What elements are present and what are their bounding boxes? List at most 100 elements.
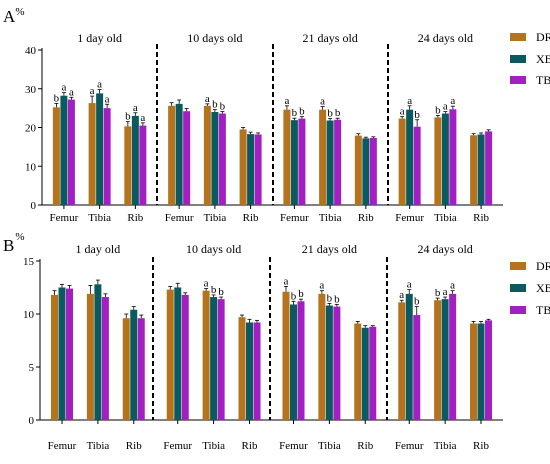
bar-tb xyxy=(137,318,145,420)
significance-letter: b xyxy=(299,106,305,118)
legend-swatch-xb xyxy=(510,284,526,292)
bar-tb xyxy=(65,288,73,420)
group-title: 1 day old xyxy=(76,242,121,256)
bar-tb xyxy=(334,119,342,205)
bar-tb xyxy=(449,109,457,205)
bar-xb xyxy=(441,113,449,205)
significance-letter: a xyxy=(61,82,66,94)
group-title: 24 days old xyxy=(417,242,472,256)
group-title: 10 days old xyxy=(186,242,241,256)
bar-tb xyxy=(253,322,261,420)
x-tick-label: Rib xyxy=(473,212,489,224)
significance-letter: a xyxy=(90,85,95,97)
x-tick-label: Tibia xyxy=(318,440,341,452)
significance-letter: b xyxy=(212,99,218,111)
significance-letter: b xyxy=(414,109,420,121)
bar-tb xyxy=(103,108,111,205)
y-tick-label: 0 xyxy=(29,415,35,427)
legend-swatch-xb xyxy=(510,55,526,63)
bar-tb xyxy=(297,301,305,420)
x-tick-label: Tibia xyxy=(434,212,457,224)
y-axis-label: % xyxy=(15,6,24,18)
legend-label-dr: DR xyxy=(536,259,550,273)
y-tick-label: 10 xyxy=(25,161,37,173)
bar-xb xyxy=(441,299,449,420)
bar-dr xyxy=(470,323,478,420)
bar-dr xyxy=(354,323,362,420)
legend: DR XB TB xyxy=(510,259,550,317)
y-axis-label: % xyxy=(15,231,24,243)
x-tick-label: Tibia xyxy=(434,440,457,452)
bar-dr xyxy=(86,293,94,420)
bar-dr xyxy=(52,107,60,205)
legend-label-dr: DR xyxy=(536,30,550,44)
bar-dr xyxy=(434,300,442,420)
significance-letter: a xyxy=(319,280,324,292)
legend-swatch-tb xyxy=(510,76,526,84)
bar-tb xyxy=(449,293,457,420)
legend-swatch-tb xyxy=(510,306,526,314)
x-tick-label: Tibia xyxy=(319,212,342,224)
significance-letter: a xyxy=(443,286,448,298)
x-tick-label: Rib xyxy=(358,212,374,224)
group-title: 10 days old xyxy=(187,31,242,45)
bar-tb xyxy=(413,126,421,205)
significance-letter: b xyxy=(220,101,226,113)
group-title: 1 day old xyxy=(77,31,122,45)
x-tick-label: Rib xyxy=(127,212,143,224)
significance-letter: a xyxy=(400,106,405,118)
significance-letter: b xyxy=(335,107,341,119)
significance-letter: b xyxy=(435,104,441,116)
significance-letter: a xyxy=(97,79,102,91)
bar-xb xyxy=(58,287,66,420)
bar-dr xyxy=(202,290,210,420)
significance-letter: a xyxy=(284,95,289,107)
x-tick-label: Tibia xyxy=(202,440,225,452)
bar-tb xyxy=(369,326,377,420)
bar-xb xyxy=(290,120,298,205)
x-tick-label: Femur xyxy=(50,212,79,224)
panel-letter: A xyxy=(3,7,16,26)
bar-dr xyxy=(238,317,246,420)
bar-tb xyxy=(333,306,341,420)
bar-dr xyxy=(354,135,362,205)
significance-letter: a xyxy=(205,93,210,105)
panel-letter: B xyxy=(3,236,14,255)
bar-dr xyxy=(398,302,406,420)
significance-letter: a xyxy=(320,96,325,108)
legend-label-tb: TB xyxy=(536,303,550,317)
bar-tb xyxy=(485,320,493,420)
bar-xb xyxy=(96,93,104,205)
x-tick-label: Femur xyxy=(163,440,192,452)
x-tick-label: Rib xyxy=(357,440,373,452)
y-tick-label: 5 xyxy=(29,362,35,374)
bar-tb xyxy=(183,111,191,205)
bar-tb xyxy=(218,113,226,205)
significance-letter: a xyxy=(450,95,455,107)
group-title: 21 days old xyxy=(302,31,357,45)
bar-xb xyxy=(131,115,139,205)
bar-xb xyxy=(94,284,102,420)
legend-swatch-dr xyxy=(510,262,526,270)
bar-xb xyxy=(477,323,485,420)
bar-dr xyxy=(318,293,326,420)
significance-letter: a xyxy=(105,93,110,105)
legend-label-xb: XB xyxy=(536,281,550,295)
y-tick-label: 30 xyxy=(25,84,37,96)
significance-letter: b xyxy=(291,290,297,302)
bar-dr xyxy=(166,289,174,420)
bar-xb xyxy=(130,309,138,420)
bar-xb xyxy=(406,109,414,205)
x-tick-label: Rib xyxy=(126,440,142,452)
bar-xb xyxy=(60,95,68,205)
bar-dr xyxy=(470,135,478,205)
bar-dr xyxy=(319,109,327,205)
bar-xb xyxy=(325,305,333,420)
group-title: 24 days old xyxy=(418,31,473,45)
bar-dr xyxy=(282,291,290,420)
